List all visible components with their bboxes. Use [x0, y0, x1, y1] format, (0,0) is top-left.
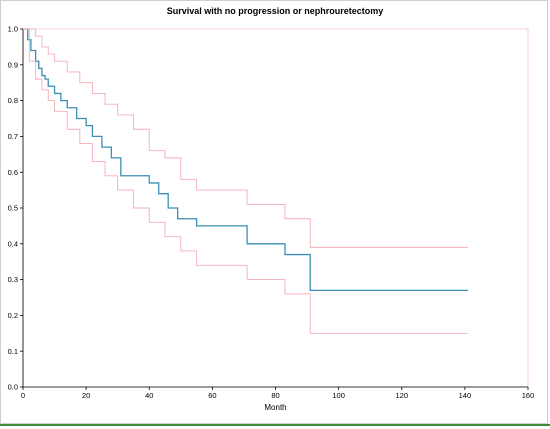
x-tick-group: 0 20 40 60 80 100 120 140 160 [21, 387, 534, 400]
x-tick-label: 20 [82, 391, 90, 400]
y-tick-label: 0.6 [8, 168, 18, 177]
bottom-divider [0, 424, 550, 426]
x-tick-label: 0 [21, 391, 25, 400]
x-tick-label: 120 [395, 391, 408, 400]
chart-title: Survival with no progression or nephrour… [166, 6, 384, 16]
x-tick-label: 40 [145, 391, 153, 400]
y-tick-label: 0.3 [8, 275, 18, 284]
series-layer [23, 28, 469, 334]
y-tick-label: 0.5 [8, 204, 18, 213]
y-tick-label: 1.0 [8, 25, 18, 34]
y-tick-label: 0.8 [8, 96, 18, 105]
survival-curve [23, 28, 469, 291]
x-tick-label: 160 [522, 391, 535, 400]
x-tick-label: 80 [271, 391, 279, 400]
y-tick-label: 0.0 [8, 383, 18, 392]
y-tick-label: 0.9 [8, 60, 18, 69]
x-tick-label: 100 [332, 391, 345, 400]
upper-ci-curve [23, 28, 469, 248]
y-tick-label: 0.7 [8, 132, 18, 141]
x-axis-title: Month [264, 403, 286, 412]
lower-ci-curve [23, 28, 469, 334]
y-tick-label: 0.1 [8, 347, 18, 356]
x-tick-label: 60 [208, 391, 216, 400]
x-tick-label: 140 [459, 391, 472, 400]
y-tick-label: 0.4 [8, 239, 18, 248]
y-tick-group: 0.0 0.1 0.2 0.3 0.4 0.5 0.6 0.7 0.8 0.9 1.0 [8, 25, 23, 392]
y-tick-label: 0.2 [8, 311, 18, 320]
